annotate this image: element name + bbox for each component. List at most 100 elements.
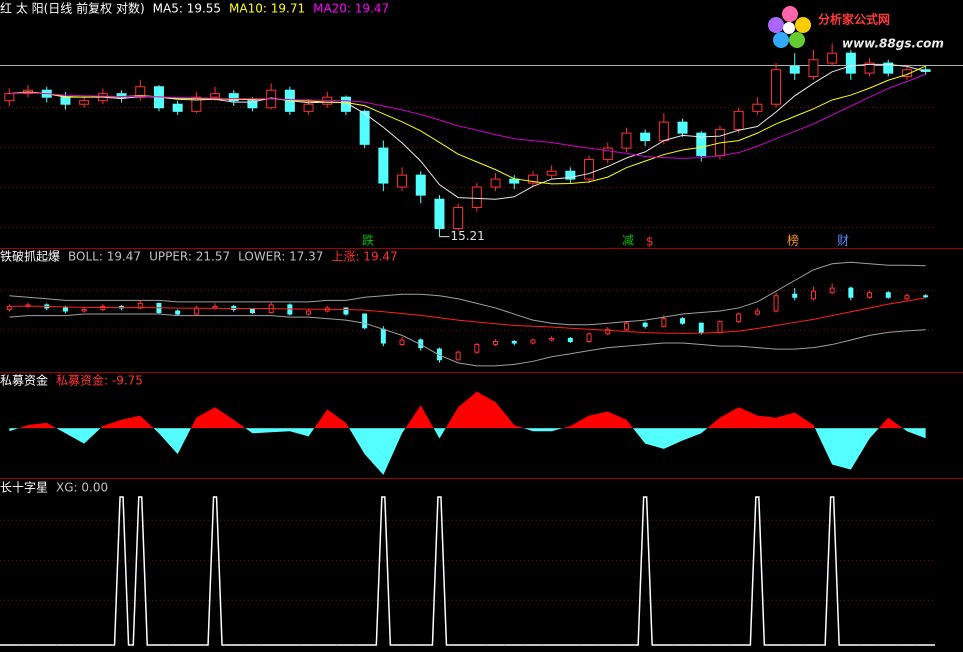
spike	[374, 496, 393, 646]
mini-candle-body	[212, 305, 218, 309]
candle-body	[808, 59, 819, 77]
readout: XG: 0.00	[56, 481, 108, 495]
ma-line	[9, 73, 926, 159]
candle-body	[752, 103, 763, 112]
mini-candle-body	[736, 313, 742, 323]
candle-body	[864, 62, 875, 74]
spike	[205, 496, 225, 646]
mini-candle-body	[343, 307, 349, 315]
mini-candle-body	[829, 287, 835, 294]
candle-body	[340, 96, 351, 112]
mini-candle-body	[567, 337, 573, 343]
mini-candle-body	[249, 308, 255, 314]
mini-candle-body	[773, 295, 779, 312]
logo-petal	[789, 32, 805, 48]
mini-candle-body	[511, 341, 517, 344]
readout: 上涨: 19.47	[331, 249, 397, 264]
mini-candle-body	[605, 328, 611, 335]
candle-body	[658, 121, 669, 142]
mini-candle-body	[754, 310, 760, 315]
mini-candle-body	[231, 305, 237, 310]
candle-body	[509, 178, 520, 184]
logo-petal	[773, 32, 789, 48]
logo-url: www.88gs.com	[842, 37, 944, 51]
signal-marker: 财	[837, 234, 849, 248]
signal-marker: $	[646, 235, 654, 249]
mini-candle-body	[661, 318, 667, 327]
mini-candle-body	[81, 308, 87, 312]
mini-candle-body	[380, 328, 386, 344]
candle-body	[303, 103, 314, 112]
mini-candle-body	[549, 337, 555, 341]
mini-candle-body	[885, 292, 891, 298]
readout: BOLL: 19.47	[68, 250, 141, 264]
logo-petal	[782, 6, 798, 22]
candle-body	[527, 174, 538, 184]
candle-body	[827, 52, 838, 64]
candle-body	[584, 159, 595, 180]
mini-candle-body	[623, 322, 629, 330]
panel-title: 红 太 阳(日线 前复权 对数)	[0, 1, 145, 16]
signal-marker: 减	[622, 234, 634, 248]
readout: LOWER: 17.37	[238, 250, 323, 264]
mini-candle-body	[586, 333, 592, 342]
readout: MA20: 19.47	[313, 2, 389, 16]
candle-body	[191, 96, 202, 112]
mini-candle-body	[493, 341, 499, 346]
candle-body	[434, 198, 445, 229]
candle-body	[490, 178, 501, 188]
readout: MA5: 19.55	[153, 2, 221, 16]
signal-marker: 榜	[787, 233, 799, 248]
mini-candle-body	[680, 318, 686, 324]
spike	[748, 496, 767, 646]
mini-candle-body	[175, 310, 181, 315]
spike	[822, 496, 842, 646]
candle-body	[172, 103, 183, 112]
candle-body	[789, 65, 800, 74]
panel-title: 长十字星	[0, 480, 48, 495]
mini-candle-body	[792, 293, 798, 298]
mini-candle-body	[810, 290, 816, 300]
candle-body	[247, 100, 258, 109]
mini-candle-body	[306, 310, 312, 315]
candle-body	[696, 132, 707, 157]
area-negative	[9, 428, 926, 475]
spike	[112, 496, 131, 646]
panel-title: 私募资金	[0, 373, 48, 388]
candle-body	[378, 147, 389, 184]
candle-body	[621, 132, 632, 149]
readout: UPPER: 21.57	[149, 250, 230, 264]
mini-candle-body	[642, 322, 648, 327]
mini-candle-body	[923, 295, 929, 298]
boll-line	[9, 297, 926, 334]
candle-body	[602, 147, 613, 161]
low-label: 15.21	[450, 229, 484, 243]
candle-body	[415, 174, 426, 196]
panel-title: 铁破抓起爆	[0, 249, 60, 264]
candle-body	[453, 206, 464, 229]
candle-body	[883, 62, 894, 74]
candle-body	[4, 93, 15, 102]
candle-body	[546, 170, 557, 176]
readout: 私募资金: -9.75	[56, 373, 143, 388]
candle-body	[565, 170, 576, 180]
mini-candle-body	[455, 351, 461, 361]
spike	[635, 496, 655, 646]
mini-candle-body	[193, 307, 199, 315]
logo-center	[783, 22, 795, 34]
mini-candle-body	[399, 339, 405, 346]
boll-line	[9, 313, 926, 367]
spike	[130, 496, 150, 646]
candle-body	[228, 93, 239, 102]
candle-body	[79, 100, 90, 105]
mini-candle-body	[362, 313, 368, 329]
mini-candle-body	[867, 292, 873, 298]
candle-body	[471, 186, 482, 208]
candle-body	[397, 174, 408, 188]
mini-candle-body	[530, 339, 536, 344]
signal-marker: 跌	[362, 233, 374, 248]
logo-name: 分析家公式网	[818, 12, 890, 27]
candle-body	[640, 132, 651, 142]
